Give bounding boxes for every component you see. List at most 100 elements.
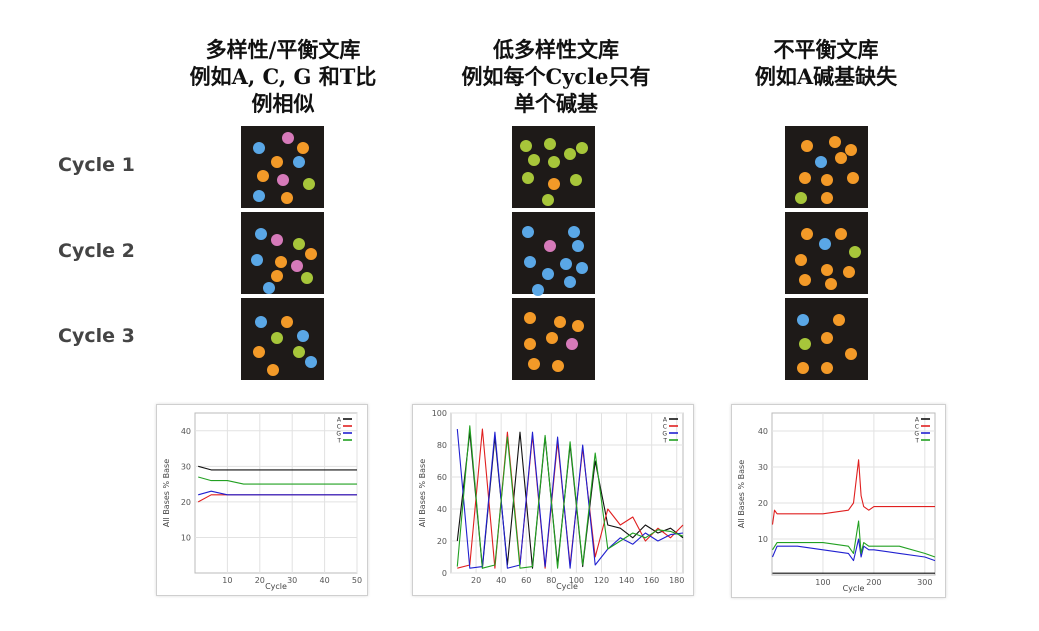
cluster-dot-A <box>564 276 576 288</box>
plot-area <box>194 412 358 574</box>
legend-label: C <box>915 424 919 431</box>
x-tick-label: 140 <box>619 576 634 585</box>
legend-label: T <box>336 438 341 445</box>
cluster-dot-A <box>542 268 554 280</box>
cluster-dot-C <box>821 362 833 374</box>
y-tick-label: 20 <box>437 537 447 546</box>
cluster-tile-unbalanced-cycle-2 <box>785 212 868 294</box>
cluster-dot-C <box>281 192 293 204</box>
cluster-dot-G <box>799 338 811 350</box>
cluster-dot-C <box>845 144 857 156</box>
cluster-dot-G <box>548 156 560 168</box>
cluster-dot-C <box>821 174 833 186</box>
cluster-dot-A <box>255 316 267 328</box>
cluster-dot-A <box>255 228 267 240</box>
chart-balanced-library: 10 20 30 40 10 20 30 40 50 Cycle All Bases % Base A… <box>156 404 368 596</box>
cluster-dot-C <box>801 228 813 240</box>
cluster-dot-C <box>821 264 833 276</box>
x-tick-label: 300 <box>917 578 932 587</box>
y-tick-label: 10 <box>181 533 191 542</box>
cluster-dot-G <box>564 148 576 160</box>
cluster-dot-G <box>301 272 313 284</box>
y-tick-label: 20 <box>758 499 768 508</box>
x-tick-label: 40 <box>496 576 506 585</box>
x-tick-label: 100 <box>569 576 584 585</box>
chart-svg-balanced: 10 20 30 40 10 20 30 40 50 Cycle All Bases % Base A… <box>162 412 362 591</box>
y-tick-label: 30 <box>181 462 191 471</box>
x-tick-label: 160 <box>644 576 659 585</box>
cluster-dot-A <box>815 156 827 168</box>
cluster-dot-A <box>297 330 309 342</box>
title-line: 单个碱基 <box>514 91 598 116</box>
x-axis-label: Cycle <box>556 582 578 591</box>
cluster-dot-C <box>281 316 293 328</box>
legend-label: A <box>663 417 668 424</box>
legend-label: G <box>336 431 341 438</box>
cluster-dot-C <box>795 254 807 266</box>
cluster-dot-C <box>554 316 566 328</box>
y-tick-label: 20 <box>181 498 191 507</box>
legend-label: T <box>914 438 919 445</box>
cluster-dot-C <box>847 172 859 184</box>
cluster-dot-C <box>835 152 847 164</box>
series-line-T <box>456 425 684 569</box>
series-line-T <box>198 476 357 485</box>
cluster-dot-C <box>833 314 845 326</box>
cluster-dot-C <box>275 256 287 268</box>
x-tick-label: 120 <box>594 576 609 585</box>
cluster-dot-C <box>829 136 841 148</box>
cluster-dot-C <box>528 358 540 370</box>
cluster-dot-C <box>835 228 847 240</box>
y-tick-label: 60 <box>437 473 447 482</box>
cluster-dot-C <box>546 332 558 344</box>
cluster-tile-balanced-cycle-2 <box>241 212 324 294</box>
plot-area <box>771 412 936 576</box>
cluster-dot-A <box>568 226 580 238</box>
chart-unbalanced-library: 10 20 30 40 100 200 300 Cycle All Bases % Base A C… <box>731 404 946 598</box>
cluster-dot-C <box>271 156 283 168</box>
x-tick-label: 30 <box>287 576 297 585</box>
title-line: 多样性/平衡文库 <box>205 37 361 62</box>
y-axis-label: All Bases % Base <box>162 459 171 527</box>
x-tick-label: 10 <box>222 576 232 585</box>
cluster-dot-C <box>799 172 811 184</box>
cluster-dot-A <box>797 314 809 326</box>
series-line-G <box>456 428 684 569</box>
cluster-dot-G <box>293 346 305 358</box>
y-tick-label: 30 <box>758 463 768 472</box>
series-line-G <box>198 490 357 496</box>
title-line: 不平衡文库 <box>773 37 879 62</box>
cluster-dot-C <box>524 312 536 324</box>
cluster-tile-low-diversity-cycle-3 <box>512 298 595 380</box>
legend-label: G <box>662 431 667 438</box>
cluster-dot-A <box>524 256 536 268</box>
cluster-dot-G <box>544 138 556 150</box>
cluster-dot-C <box>257 170 269 182</box>
cluster-dot-A <box>522 226 534 238</box>
title-line: 例如每个Cycle只有 <box>461 64 651 89</box>
y-tick-label: 0 <box>442 569 447 578</box>
series-line-A <box>198 465 357 471</box>
cluster-dot-T <box>277 174 289 186</box>
column-title-low-diversity: 低多样性文库 例如每个Cycle只有 单个碱基 <box>426 36 686 117</box>
cluster-dot-G <box>576 142 588 154</box>
x-tick-label: 20 <box>255 576 265 585</box>
cluster-dot-A <box>560 258 572 270</box>
cluster-dot-G <box>570 174 582 186</box>
cluster-dot-T <box>282 132 294 144</box>
cluster-dot-A <box>532 284 544 296</box>
y-tick-label: 40 <box>181 427 191 436</box>
cluster-dot-C <box>297 142 309 154</box>
row-label-cycle-3: Cycle 3 <box>58 325 135 347</box>
cluster-dot-C <box>267 364 279 376</box>
series-line-C <box>771 459 935 525</box>
legend-label: G <box>914 431 919 438</box>
cluster-tile-unbalanced-cycle-3 <box>785 298 868 380</box>
x-tick-label: 80 <box>546 576 556 585</box>
x-axis-label: Cycle <box>843 584 865 593</box>
cluster-dot-G <box>520 140 532 152</box>
cluster-tile-low-diversity-cycle-2 <box>512 212 595 296</box>
cluster-dot-C <box>797 362 809 374</box>
cluster-dot-G <box>849 246 861 258</box>
chart-low-diversity-library: 0 20 40 60 80 100 20 40 60 80 100 120 140 160 180 Cycle… <box>412 404 694 596</box>
